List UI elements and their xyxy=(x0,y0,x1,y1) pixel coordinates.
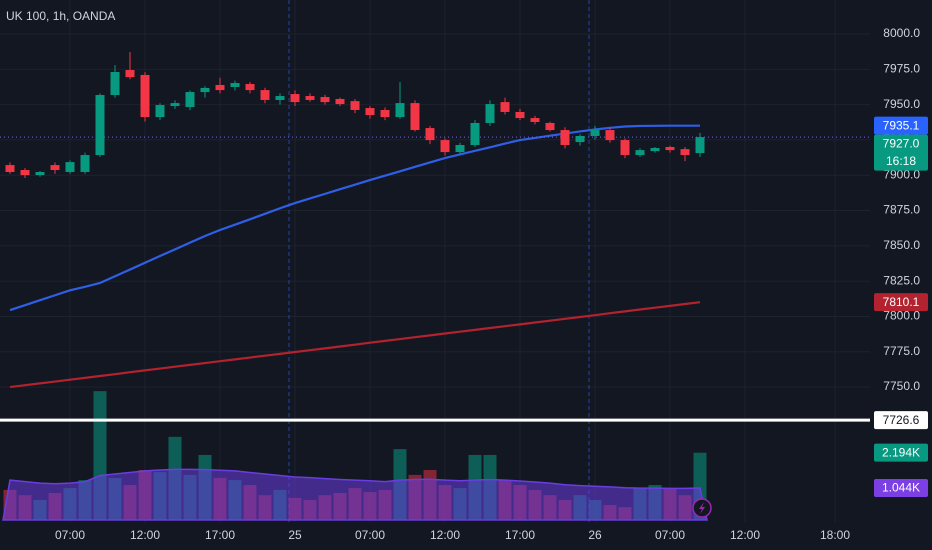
candle-body xyxy=(620,140,630,156)
plot xyxy=(0,51,870,521)
candle-body xyxy=(560,130,570,146)
x-tick-label: 12:00 xyxy=(430,528,460,542)
candle-body xyxy=(20,170,30,176)
candle-body xyxy=(245,84,255,91)
x-tick-label: 26 xyxy=(588,528,602,542)
candle-body xyxy=(5,165,15,172)
candle-body xyxy=(125,70,135,78)
y-tick-label: 7800.0 xyxy=(883,309,920,323)
candle-body xyxy=(290,94,300,103)
y-tick-label: 7900.0 xyxy=(883,167,920,181)
candle-body xyxy=(200,87,210,93)
price-tag xyxy=(874,411,928,430)
candle-body xyxy=(545,122,555,131)
candle-body xyxy=(440,140,450,153)
candle-body xyxy=(650,147,660,152)
x-tick-label: 07:00 xyxy=(655,528,685,542)
price-tag xyxy=(874,116,928,135)
countdown: 16:18 xyxy=(886,154,916,168)
y-tick-label: 7875.0 xyxy=(883,203,920,217)
candle-body xyxy=(65,162,75,172)
candle-body xyxy=(320,97,330,103)
candle-body xyxy=(185,92,195,108)
moving-average xyxy=(9,124,700,312)
x-tick-label: 18:00 xyxy=(820,528,850,542)
price-tag-label: 1.044K xyxy=(882,481,920,495)
y-tick-label: 7750.0 xyxy=(883,379,920,393)
price-tag xyxy=(874,478,928,497)
x-tick-label: 17:00 xyxy=(505,528,535,542)
chart-title: UK 100, 1h, OANDA xyxy=(6,9,115,23)
y-tick-label: 7775.0 xyxy=(883,344,920,358)
candle-body xyxy=(80,155,90,172)
candle-body xyxy=(575,135,585,143)
candle-body xyxy=(230,83,240,87)
x-tick-label: 12:00 xyxy=(730,528,760,542)
candle-body xyxy=(515,111,525,119)
price-tag xyxy=(874,443,928,462)
lightning-icon xyxy=(692,498,712,518)
candle-body xyxy=(110,72,120,96)
candle-body xyxy=(605,130,615,141)
y-tick-label: 7850.0 xyxy=(883,238,920,252)
x-tick-label: 25 xyxy=(288,528,302,542)
candle-body xyxy=(140,74,150,118)
y-tick-label: 7950.0 xyxy=(883,97,920,111)
candle-body xyxy=(380,109,390,118)
candle-body xyxy=(680,149,690,156)
price-tag-label: 7810.1 xyxy=(883,295,920,309)
candle-body xyxy=(95,95,105,156)
candle-body xyxy=(635,150,645,156)
moving-average xyxy=(9,301,701,389)
y-tick-label: 8000.0 xyxy=(883,26,920,40)
candle-body xyxy=(530,118,540,123)
price-tag-label: 7935.1 xyxy=(883,118,920,132)
candle-body xyxy=(275,96,285,100)
candle-body xyxy=(455,145,465,153)
candle-body xyxy=(500,102,510,112)
price-tag xyxy=(874,293,928,312)
candle-body xyxy=(260,90,270,100)
x-tick-label: 17:00 xyxy=(205,528,235,542)
axes: 7750.0 7775.0 7800.0 7825.0 7850.0 7875.0 7900… xyxy=(55,26,928,542)
candle-body xyxy=(50,165,60,171)
candle-body xyxy=(170,103,180,107)
candle-body xyxy=(395,103,405,118)
candle-body xyxy=(305,96,315,100)
x-tick-label: 07:00 xyxy=(355,528,385,542)
candle-body xyxy=(410,103,420,131)
volume-ma-area xyxy=(2,468,708,521)
candle-body xyxy=(695,137,705,154)
x-tick-label: 12:00 xyxy=(130,528,160,542)
candle-body xyxy=(425,128,435,141)
candle-body xyxy=(365,108,375,116)
candle-body xyxy=(485,104,495,123)
price-tag-label: 7726.6 xyxy=(883,413,920,427)
y-tick-label: 7975.0 xyxy=(883,62,920,76)
candle-body xyxy=(35,171,45,176)
candle-body xyxy=(155,105,165,118)
candle-body xyxy=(335,98,345,105)
price-tag-label: 2.194K xyxy=(882,445,920,459)
candle-body xyxy=(590,130,600,136)
price-tag xyxy=(874,134,928,171)
candle-body xyxy=(350,101,360,110)
candle-body xyxy=(470,122,480,146)
price-tag-label: 7927.0 xyxy=(883,136,920,150)
y-tick-label: 7825.0 xyxy=(883,273,920,287)
candle-body xyxy=(665,146,675,151)
candle-body xyxy=(215,85,225,91)
x-tick-label: 07:00 xyxy=(55,528,85,542)
time-axis xyxy=(0,522,932,550)
